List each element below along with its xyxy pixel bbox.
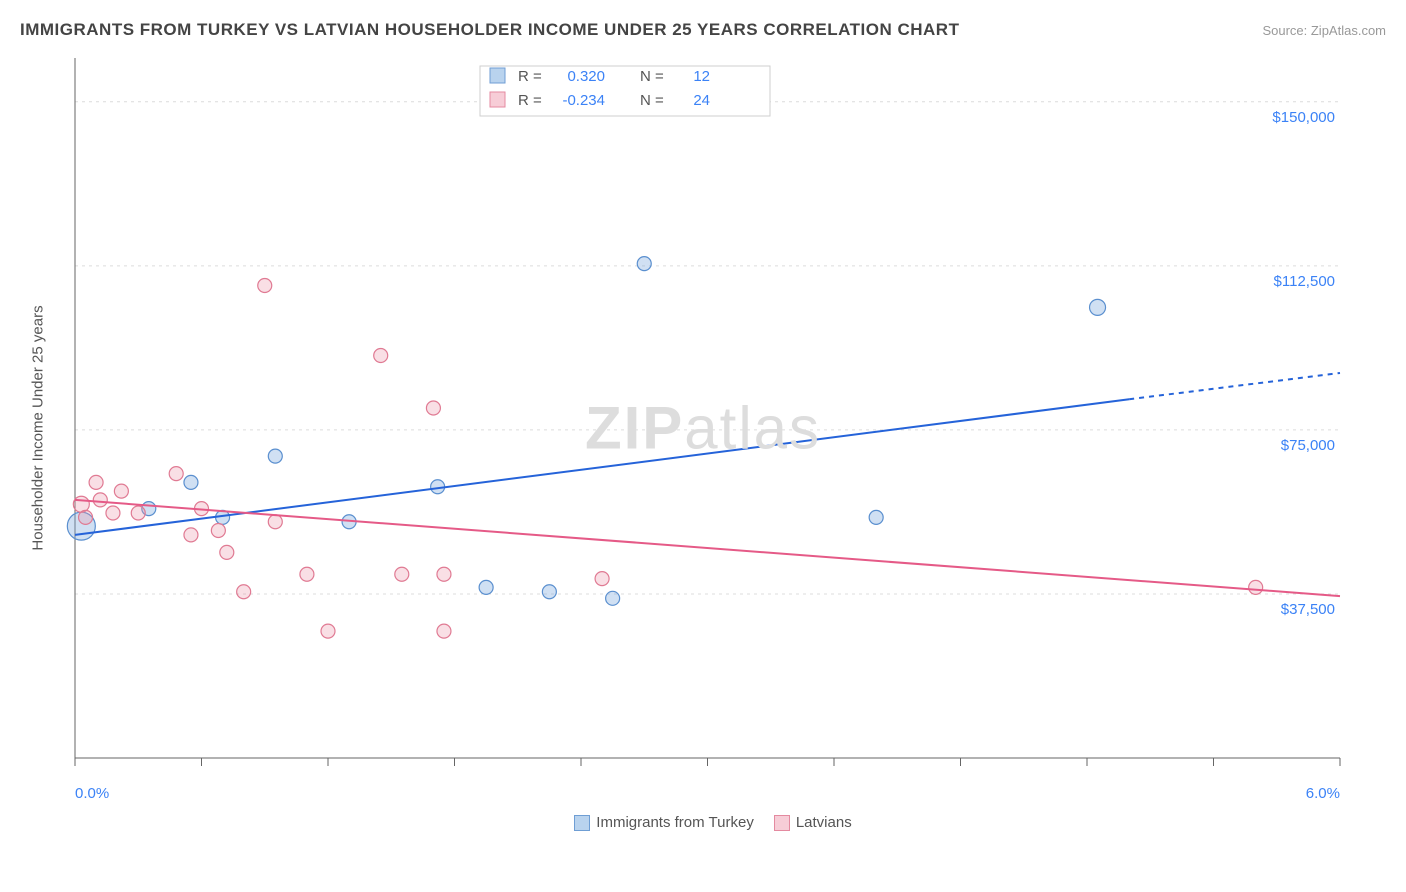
svg-text:N =: N = [640, 68, 664, 85]
data-point [106, 506, 120, 520]
data-point [1249, 580, 1263, 594]
data-point [184, 475, 198, 489]
data-point [321, 624, 335, 638]
trend-line [75, 399, 1129, 535]
svg-text:0.0%: 0.0% [75, 785, 109, 802]
svg-text:R =: R = [518, 92, 542, 109]
legend-label: Immigrants from Turkey [596, 814, 754, 831]
data-point [606, 591, 620, 605]
data-point [437, 567, 451, 581]
data-point [637, 257, 651, 271]
data-point [73, 496, 89, 512]
legend-swatch [774, 815, 790, 831]
data-point [93, 493, 107, 507]
data-point [79, 510, 93, 524]
chart-title: IMMIGRANTS FROM TURKEY VS LATVIAN HOUSEH… [20, 20, 959, 40]
svg-text:24: 24 [693, 92, 710, 109]
svg-text:12: 12 [693, 68, 710, 85]
data-point [268, 515, 282, 529]
data-point [114, 484, 128, 498]
source-attribution: Source: ZipAtlas.com [1262, 23, 1386, 38]
data-point [437, 624, 451, 638]
data-point [184, 528, 198, 542]
data-point [426, 401, 440, 415]
data-point [374, 349, 388, 363]
data-point [300, 567, 314, 581]
chart-container: Householder Income Under 25 years ZIPatl… [20, 48, 1386, 808]
data-point [211, 524, 225, 538]
svg-text:R =: R = [518, 68, 542, 85]
data-point [479, 580, 493, 594]
svg-text:6.0%: 6.0% [1306, 785, 1340, 802]
trend-line [75, 500, 1340, 596]
data-point [268, 449, 282, 463]
svg-text:$150,000: $150,000 [1272, 109, 1335, 126]
data-point [595, 572, 609, 586]
data-point [1090, 299, 1106, 315]
y-axis-label: Householder Income Under 25 years [30, 305, 47, 550]
legend-label: Latvians [796, 814, 852, 831]
svg-text:N =: N = [640, 92, 664, 109]
data-point [869, 510, 883, 524]
data-point [258, 279, 272, 293]
data-point [237, 585, 251, 599]
legend-bottom: Immigrants from Turkey Latvians [20, 814, 1386, 831]
svg-text:$75,000: $75,000 [1281, 437, 1335, 454]
scatter-chart: $37,500 $75,000 $112,500 $150,000 0.0% 6.0% R … [20, 48, 1386, 808]
data-point [169, 467, 183, 481]
svg-text:$37,500: $37,500 [1281, 601, 1335, 618]
data-point [395, 567, 409, 581]
data-point [89, 475, 103, 489]
data-point [131, 506, 145, 520]
svg-text:0.320: 0.320 [567, 68, 605, 85]
svg-text:$112,500: $112,500 [1274, 273, 1335, 290]
legend-swatch [574, 815, 590, 831]
data-point [542, 585, 556, 599]
svg-text:-0.234: -0.234 [562, 92, 605, 109]
data-point [220, 545, 234, 559]
